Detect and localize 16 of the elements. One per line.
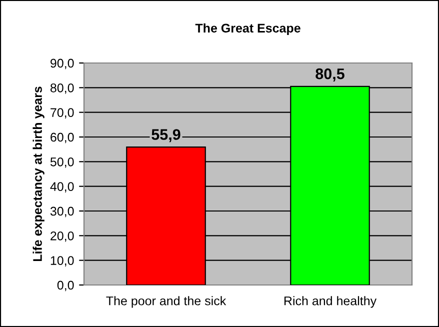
y-tick-label: 20,0 [50,231,74,242]
y-tick-label: 0,0 [57,280,74,292]
y-axis-title: Life expectancy at birth years [32,86,44,262]
y-tick-label: 40,0 [50,182,74,192]
data-label: 55,9 [152,129,180,142]
y-tick-label: 90,0 [50,58,74,70]
x-tick-label: Rich and healthy [284,296,377,308]
y-tick-label: 60,0 [50,132,74,144]
y-tick-label: 50,0 [50,157,74,168]
y-tick-label: 70,0 [50,108,74,118]
y-tick-label: 30,0 [50,206,74,218]
y-tick-label: 10,0 [50,256,74,266]
chart-title: The Great Escape [195,23,300,36]
x-tick-label: The poor and the sick [106,296,226,308]
data-label: 80,5 [316,68,344,82]
y-tick-label: 80,0 [50,83,74,94]
